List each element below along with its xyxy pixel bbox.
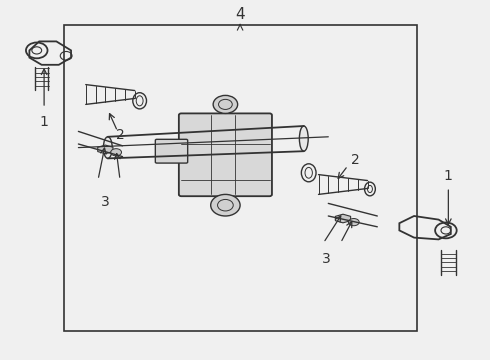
Text: 2: 2 — [351, 153, 360, 167]
Text: 1: 1 — [40, 116, 49, 129]
Polygon shape — [98, 145, 113, 154]
Text: 3: 3 — [321, 252, 330, 266]
Ellipse shape — [111, 149, 122, 156]
Ellipse shape — [103, 137, 112, 158]
Text: 1: 1 — [444, 170, 453, 183]
Polygon shape — [335, 214, 351, 223]
FancyBboxPatch shape — [155, 139, 188, 163]
Bar — [64, 25, 416, 331]
Circle shape — [213, 95, 238, 113]
Ellipse shape — [348, 219, 359, 226]
Ellipse shape — [299, 126, 308, 151]
Text: 4: 4 — [235, 7, 245, 22]
Circle shape — [211, 194, 240, 216]
FancyBboxPatch shape — [179, 113, 272, 196]
Text: 2: 2 — [116, 128, 124, 142]
Text: 3: 3 — [101, 195, 110, 208]
